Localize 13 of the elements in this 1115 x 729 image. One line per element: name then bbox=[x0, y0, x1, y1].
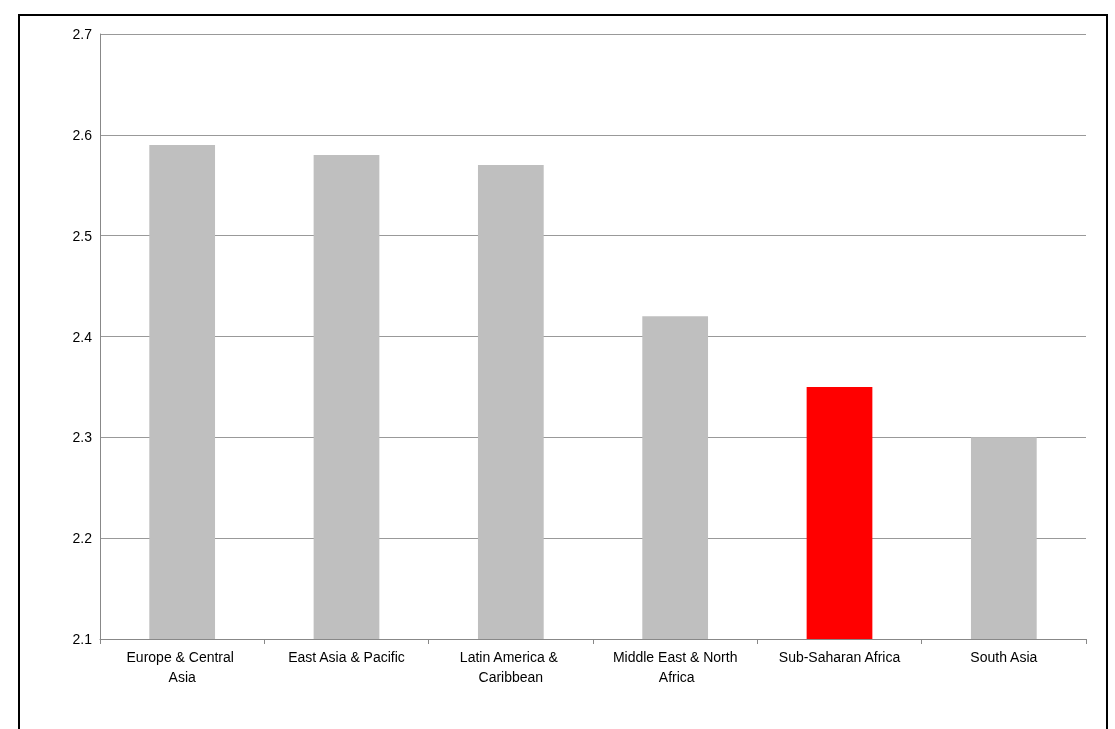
x-tick-label: East Asia & Pacific bbox=[288, 649, 405, 665]
y-tick-label: 2.3 bbox=[72, 429, 93, 446]
y-tick-label: 2.7 bbox=[72, 26, 93, 42]
x-tick-label: South Asia bbox=[970, 649, 1038, 665]
x-tick-label: Latin America & Caribbean bbox=[459, 649, 562, 685]
x-tick-label: Europe & Central Asia bbox=[126, 649, 238, 685]
x-tick-label: Sub-Saharan Africa bbox=[778, 649, 901, 665]
y-tick-label: 2.5 bbox=[72, 227, 93, 244]
y-tick-label: 2.2 bbox=[72, 530, 93, 547]
y-tick-label: 2.4 bbox=[72, 328, 93, 345]
y-tick-label: 2.1 bbox=[72, 631, 93, 647]
x-tick-label: Middle East & North Africa bbox=[612, 649, 738, 685]
y-tick-label: 2.6 bbox=[72, 126, 93, 143]
